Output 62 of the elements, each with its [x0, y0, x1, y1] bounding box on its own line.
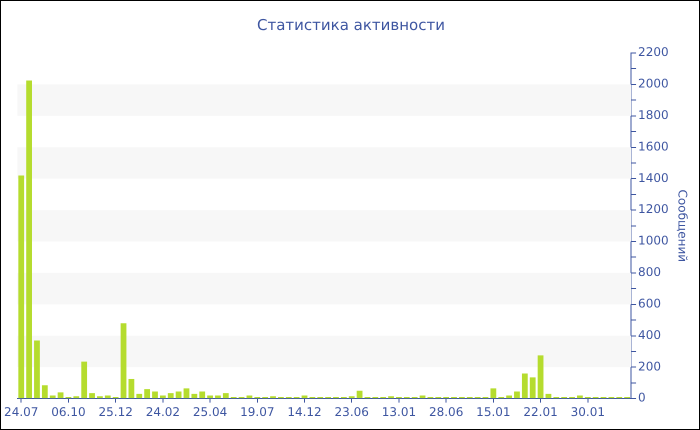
y-tick-label: 400: [638, 328, 661, 342]
y-tick-label: 1000: [638, 234, 669, 248]
y-tick-label: 1400: [638, 170, 669, 185]
bar: [546, 394, 552, 398]
bar: [136, 394, 142, 398]
y-tick-label: 2000: [638, 76, 669, 91]
y-tick-label: 0: [638, 390, 646, 405]
bar: [530, 377, 536, 398]
bar: [222, 393, 229, 398]
bar: [120, 323, 126, 398]
bar: [152, 392, 158, 398]
x-tick-label: 30.01: [570, 404, 605, 419]
bar: [104, 395, 111, 398]
x-tick-label: 25.12: [98, 404, 133, 419]
bar: [168, 393, 174, 398]
x-tick-label: 24.07: [4, 404, 38, 419]
bar: [184, 388, 190, 398]
x-tick-label: 24.02: [146, 404, 180, 419]
bar: [246, 395, 252, 398]
bar: [356, 390, 362, 398]
bar: [538, 355, 544, 398]
bar: [42, 385, 48, 398]
bar: [89, 393, 95, 398]
y-tick-label: 1200: [638, 202, 669, 216]
bar: [81, 362, 88, 398]
bar: [302, 395, 308, 398]
x-tick-label: 19.07: [240, 404, 274, 419]
y-tick-label: 200: [638, 359, 661, 374]
bar: [128, 378, 134, 398]
bar: [26, 80, 32, 398]
bar: [506, 395, 512, 398]
x-tick-label: 25.04: [192, 404, 228, 419]
x-tick-label: 14.12: [287, 404, 322, 419]
bar: [58, 392, 64, 398]
y-tick-label: 1600: [638, 139, 669, 154]
x-tick-label: 23.06: [334, 404, 369, 419]
y-tick-label: 1800: [638, 108, 669, 122]
bar: [191, 394, 198, 398]
bar: [577, 395, 583, 398]
y-tick-label: 800: [638, 265, 661, 280]
x-tick-label: 28.06: [428, 404, 464, 419]
bar: [144, 389, 150, 398]
bar: [34, 340, 40, 398]
x-tick-label: 15.01: [476, 404, 511, 419]
bar: [199, 392, 206, 398]
bar: [18, 176, 24, 398]
bar: [50, 395, 56, 398]
chart-title: Статистика активности: [257, 16, 445, 34]
x-tick-label: 13.01: [382, 404, 416, 419]
x-tick-label: 06.10: [51, 404, 86, 419]
bar: [160, 395, 166, 398]
bar: [514, 392, 520, 398]
bar: [207, 395, 213, 398]
y-axis-title: Сообщений: [676, 190, 690, 262]
bar: [176, 392, 182, 398]
y-tick-label: 2200: [638, 45, 669, 60]
bar: [490, 388, 496, 398]
y-tick-label: 600: [638, 296, 661, 310]
bar: [215, 395, 221, 398]
bar: [420, 395, 426, 398]
x-tick-label: 22.01: [523, 404, 558, 419]
bar: [522, 373, 528, 398]
